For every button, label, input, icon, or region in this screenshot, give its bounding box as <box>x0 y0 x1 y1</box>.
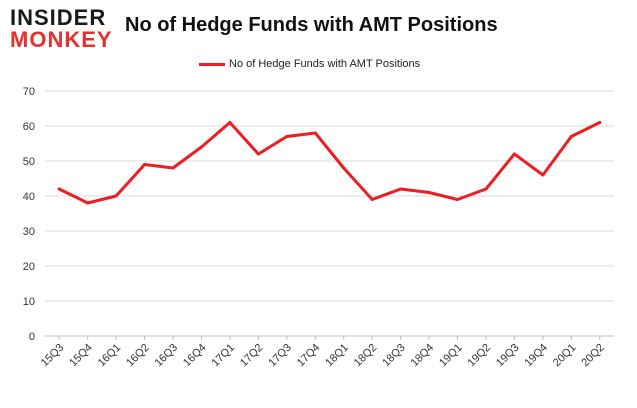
series-line <box>57 121 602 205</box>
x-tick-label: 16Q1 <box>96 342 124 370</box>
x-tick-label: 16Q3 <box>153 342 181 370</box>
data-point-15Q3 <box>57 187 61 191</box>
y-tick-label: 50 <box>23 156 35 168</box>
x-tick-label: 19Q1 <box>437 342 465 370</box>
chart-legend: No of Hedge Funds with AMT Positions <box>199 56 420 72</box>
logo-text-insider: INSIDER <box>10 5 107 30</box>
data-point-18Q3 <box>399 187 403 191</box>
data-point-16Q2 <box>143 163 147 166</box>
data-point-19Q3 <box>512 152 516 156</box>
y-tick-label: 20 <box>23 261 35 273</box>
data-point-19Q1 <box>456 198 460 201</box>
y-tick-label: 30 <box>23 226 35 238</box>
chart-title: No of Hedge Funds with AMT Positions <box>125 14 498 36</box>
x-tick-label: 19Q4 <box>522 342 550 370</box>
x-tick-label: 18Q2 <box>352 342 380 370</box>
x-tick-label: 18Q4 <box>409 342 437 370</box>
data-point-17Q2 <box>256 152 260 156</box>
x-tick-label: 15Q3 <box>39 342 67 370</box>
data-point-17Q4 <box>313 131 317 135</box>
insider-monkey-logo: INSIDER MONKEY <box>10 6 114 54</box>
x-tick-label: 17Q2 <box>238 342 266 370</box>
x-tick-label: 16Q2 <box>124 342 152 370</box>
data-point-19Q2 <box>484 187 488 191</box>
data-point-18Q4 <box>427 191 431 194</box>
data-point-17Q3 <box>285 135 289 138</box>
y-tick-label: 70 <box>23 86 35 98</box>
x-tick-label: 16Q4 <box>181 342 209 370</box>
data-point-16Q4 <box>199 145 203 149</box>
data-point-17Q1 <box>228 121 232 124</box>
x-tick-label: 18Q3 <box>380 342 408 370</box>
x-tick-label: 17Q1 <box>210 342 238 370</box>
x-tick-label: 17Q3 <box>266 342 294 370</box>
y-tick-label: 0 <box>29 331 35 343</box>
x-tick-label: 18Q1 <box>323 342 351 370</box>
data-point-20Q2 <box>598 121 602 124</box>
data-point-18Q1 <box>342 166 346 170</box>
data-point-19Q4 <box>541 173 545 177</box>
data-point-16Q1 <box>114 194 118 198</box>
x-tick-label: 19Q3 <box>494 342 522 370</box>
data-point-20Q1 <box>569 135 573 138</box>
legend-swatch <box>199 62 225 66</box>
x-tick-label: 17Q4 <box>295 342 323 370</box>
x-tick-label: 20Q2 <box>579 342 607 370</box>
x-tick-label: 19Q2 <box>466 342 494 370</box>
data-point-15Q4 <box>86 201 90 205</box>
y-tick-label: 40 <box>23 191 35 203</box>
x-tick-label: 15Q4 <box>67 342 95 370</box>
data-point-16Q3 <box>171 166 175 170</box>
x-tick-label: 20Q1 <box>551 342 579 370</box>
legend-label: No of Hedge Funds with AMT Positions <box>229 58 421 70</box>
data-point-18Q2 <box>370 198 374 201</box>
y-tick-label: 60 <box>23 121 35 133</box>
logo-text-monkey: MONKEY <box>10 27 113 52</box>
y-tick-label: 10 <box>23 296 35 308</box>
